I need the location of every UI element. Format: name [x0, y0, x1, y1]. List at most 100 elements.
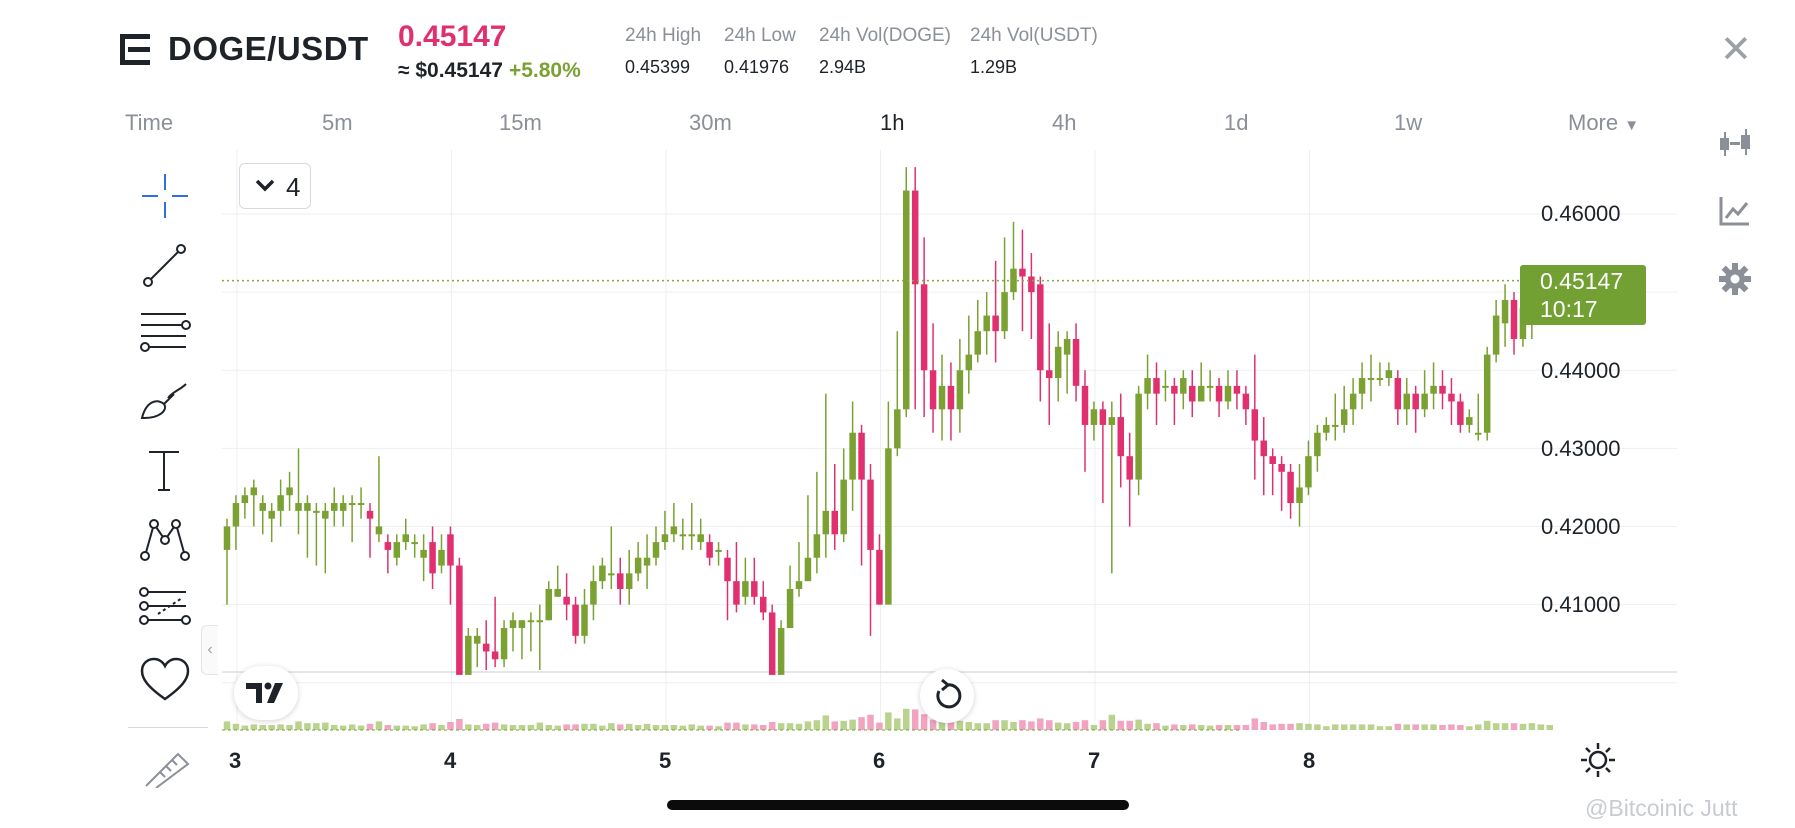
candle: [965, 315, 973, 394]
indicator-icon[interactable]: [1718, 194, 1752, 228]
candle: [1046, 323, 1053, 425]
candle-body: [1019, 268, 1026, 277]
ruler-icon[interactable]: [138, 748, 192, 788]
volume-bar: [456, 719, 463, 730]
candle: [974, 299, 981, 363]
candle: [1412, 385, 1419, 433]
toolbar-collapse-handle[interactable]: ‹: [201, 625, 218, 675]
volume-bar: [295, 721, 302, 730]
candle: [956, 338, 964, 433]
candle-body: [894, 409, 901, 449]
candle: [1501, 284, 1509, 347]
candle: [1001, 237, 1008, 339]
candle-body: [1349, 393, 1357, 410]
candle: [1367, 354, 1375, 402]
candle-body: [643, 557, 651, 566]
candle-body: [1394, 378, 1402, 410]
candle: [474, 628, 481, 668]
volume-bar: [1269, 724, 1276, 730]
candle-body: [885, 448, 892, 605]
candle-body: [447, 534, 454, 566]
candle-body: [920, 284, 928, 371]
candle: [1340, 385, 1348, 433]
volume-bar: [268, 725, 275, 730]
gear-icon[interactable]: [1718, 262, 1752, 296]
pattern-icon[interactable]: [138, 514, 192, 566]
x-tick-label: 4: [444, 748, 457, 773]
candle: [375, 456, 383, 543]
volume-bar: [348, 724, 356, 730]
candle: [331, 487, 338, 527]
volume-bar: [634, 725, 642, 730]
stat-value-vol-usdt: 1.29B: [970, 57, 1018, 77]
candle: [536, 604, 544, 670]
candle-body: [795, 581, 803, 589]
tab-15m[interactable]: 15m: [499, 110, 542, 135]
candle: [250, 479, 258, 527]
volume-bar: [661, 725, 669, 730]
candle: [1510, 292, 1518, 355]
tab-5m[interactable]: 5m: [322, 110, 353, 135]
volume-bar: [1367, 724, 1375, 730]
volume-bar: [1403, 724, 1410, 730]
trading-pair-title[interactable]: DOGE/USDT: [168, 30, 369, 67]
candle: [751, 557, 758, 605]
candle-body: [1063, 338, 1071, 355]
candle: [348, 495, 356, 543]
y-tick-label: 0.41000: [1541, 592, 1621, 617]
volume-bar: [1528, 723, 1536, 730]
candle: [1153, 362, 1160, 425]
volume-bar: [1421, 724, 1428, 730]
candle: [465, 628, 472, 675]
candle: [1260, 417, 1267, 496]
tab-1h[interactable]: 1h: [880, 110, 905, 135]
candle-body: [956, 370, 964, 410]
volume-bar: [1171, 724, 1178, 730]
candle: [670, 503, 678, 543]
candle-body: [1385, 370, 1393, 379]
crosshair-icon[interactable]: [138, 172, 192, 224]
tab-4h[interactable]: 4h: [1052, 110, 1077, 135]
volume-bar: [706, 725, 713, 730]
candle: [545, 581, 552, 621]
text-icon[interactable]: [138, 446, 192, 498]
tab-30m[interactable]: 30m: [689, 110, 732, 135]
volume-bar: [1439, 725, 1446, 730]
candle-body: [992, 315, 999, 332]
candlestick-icon[interactable]: [1718, 126, 1752, 160]
trend-line-icon[interactable]: [138, 240, 192, 292]
close-icon[interactable]: ✕: [1720, 29, 1752, 71]
volume-bar: [438, 725, 445, 730]
more-dropdown[interactable]: More ▼: [1568, 110, 1639, 136]
volume-bar: [572, 724, 579, 730]
fib-retracement-icon[interactable]: [138, 308, 192, 360]
candle: [992, 260, 999, 363]
brush-icon[interactable]: [138, 378, 192, 430]
candle-body: [465, 635, 472, 675]
candle: [858, 424, 865, 566]
brightness-icon[interactable]: [1580, 742, 1616, 778]
tab-1d[interactable]: 1d: [1224, 110, 1249, 135]
tradingview-logo-icon[interactable]: [234, 666, 298, 720]
volume-bar: [545, 725, 552, 730]
candle: [277, 479, 284, 527]
volume-bar: [375, 721, 383, 730]
candle-body: [1332, 424, 1339, 427]
watermark: @Bitcoinic Jutt: [1585, 795, 1738, 821]
reset-icon[interactable]: [920, 669, 974, 723]
menu-icon[interactable]: [120, 34, 154, 66]
candle-body: [572, 604, 579, 636]
favorite-heart-icon[interactable]: [138, 655, 192, 707]
prediction-icon[interactable]: [138, 584, 192, 636]
candle-body: [482, 643, 490, 652]
volume-bar: [1072, 722, 1080, 730]
volume-bar: [1063, 723, 1071, 730]
volume-bar: [590, 723, 597, 730]
tab-1w[interactable]: 1w: [1394, 110, 1423, 135]
candle: [1028, 253, 1035, 339]
candle-body: [1412, 393, 1419, 410]
x-tick-label: 3: [229, 748, 242, 773]
candle-body: [545, 588, 552, 621]
volume-bar: [992, 720, 999, 730]
interval-dropdown[interactable]: 4: [239, 163, 311, 209]
